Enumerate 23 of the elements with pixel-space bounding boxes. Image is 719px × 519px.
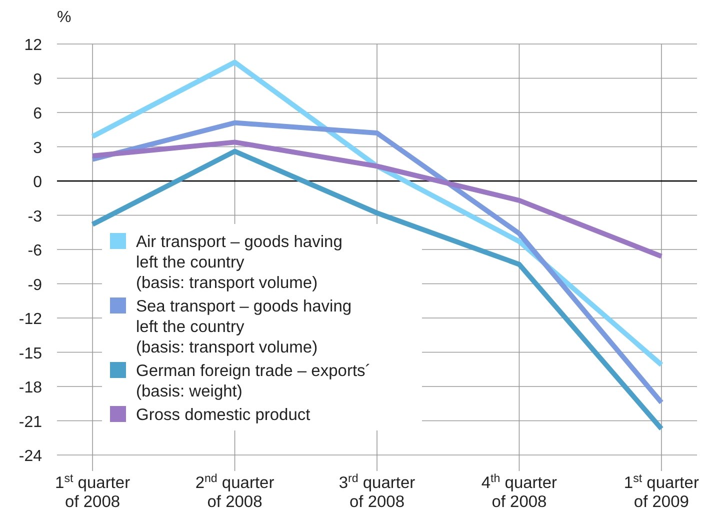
y-tick-label: -21 <box>18 414 42 431</box>
legend-label: Air transport – goods having left the country (basis: transport volume) <box>136 233 342 292</box>
y-tick-label: -3 <box>28 208 42 226</box>
x-tick-label: 4$^{th}$ quarter of 2008 <box>481 473 558 511</box>
legend-label: Sea transport – goods having left the country (basis: transport volume) <box>136 298 352 356</box>
x-tick-label: 1$^{st}$ quarter of 2008 <box>55 473 131 511</box>
y-tick-label: -18 <box>18 380 42 396</box>
y-tick-label: 0 <box>33 174 42 191</box>
y-axis-title: % <box>57 9 72 26</box>
y-tick-label: -6 <box>28 242 42 260</box>
y-tick-label: 12 <box>24 37 42 54</box>
y-tick-label: 6 <box>33 106 42 122</box>
y-tick-label: -9 <box>28 276 42 294</box>
x-tick-label: 3$^{rd}$ quarter of 2008 <box>338 473 416 511</box>
legend-label: Gross domestic product <box>136 406 311 424</box>
x-tick-label: 2$^{nd}$ quarter of 2008 <box>195 473 275 511</box>
y-tick-label: -15 <box>18 345 42 362</box>
y-tick-label: 3 <box>33 140 42 157</box>
y-tick-label: -12 <box>18 311 42 328</box>
x-tick-label: 1$^{st}$ quarter of 2009 <box>624 473 700 511</box>
y-tick-label: 9 <box>33 71 42 88</box>
legend-label: German foreign trade – exports´ (basis: weight) <box>136 362 371 400</box>
y-tick-label: -24 <box>18 448 42 465</box>
